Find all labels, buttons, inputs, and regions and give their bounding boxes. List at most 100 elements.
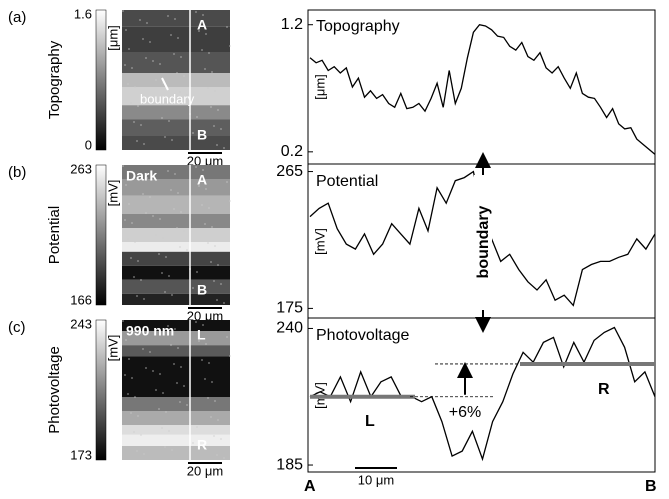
data-line [309,23,656,155]
colorbar-max: 243 [70,316,92,331]
data-line [309,326,656,462]
map-top-mark: A [197,172,207,188]
map-speckle [124,219,126,221]
map-speckle [170,34,172,36]
map-speckle [207,242,209,244]
map-speckle [136,295,138,297]
map-speckle [226,26,228,28]
map-speckle [174,328,176,330]
map-speckle [152,215,154,217]
panel-name: Potential [46,206,63,264]
map-speckle [127,238,129,240]
map-band [122,345,230,357]
map-speckle [220,128,222,130]
map-speckle [214,400,216,402]
map-speckle [162,237,164,239]
map-speckle [207,87,209,89]
map-speckle [223,147,225,149]
map-speckle [122,165,124,167]
panel-name: Photovoltage [46,346,63,434]
map-speckle [192,132,194,134]
map-speckle [165,411,167,413]
map-band [122,425,230,435]
map-speckle [204,378,206,380]
boundary-bg [474,175,492,310]
map-band [122,87,230,106]
map-speckle [128,48,130,50]
map-speckle [161,427,163,429]
scale-label: 10 μm [358,472,394,487]
colorbar-min: 166 [70,292,92,307]
map-band [122,136,230,150]
colorbar [95,319,107,461]
map-speckle [137,415,139,417]
map-speckle [229,45,231,47]
map-speckle [196,271,198,273]
y-tick-label: 1.2 [281,16,303,33]
map-speckle [195,11,197,13]
map-speckle [196,116,198,118]
map-band [122,228,230,242]
map-speckle [130,412,132,414]
map-speckle [146,332,148,334]
map-speckle [205,33,207,35]
map-speckle [122,320,124,322]
map-speckle [180,56,182,58]
map-band [122,293,230,305]
map-speckle [155,234,157,236]
map-band [122,165,230,179]
map-speckle [207,397,209,399]
map-speckle [155,79,157,81]
map-speckle [145,212,147,214]
map-speckle [216,144,218,146]
map-speckle [131,377,133,379]
map-speckle [127,393,129,395]
map-speckle [213,125,215,127]
map-note: 990 nm [126,323,174,339]
map-speckle [202,324,204,326]
map-speckle [137,260,139,262]
map-speckle [211,71,213,73]
map-speckle [162,392,164,394]
map-speckle [205,188,207,190]
y-tick-label: 265 [276,163,303,180]
map-band [122,26,230,52]
map-speckle [199,445,201,447]
scale-label: 20 μm [187,308,223,323]
map-speckle [167,170,169,172]
map-speckle [210,416,212,418]
scale-label: 20 μm [187,463,223,478]
colorbar-unit: [mV] [105,180,120,207]
map-speckle [217,264,219,266]
map-speckle [186,249,188,251]
map-speckle [216,299,218,301]
map-speckle [201,204,203,206]
map-note: Dark [126,168,157,184]
panel-label: (b) [8,164,26,181]
map-band [122,320,230,332]
map-speckle [168,430,170,432]
map-speckle [196,426,198,428]
map-band [122,397,230,411]
plot-frame [307,9,656,473]
map-speckle [128,358,130,360]
map-speckle [199,290,201,292]
map-speckle [164,136,166,138]
map-speckle [198,185,200,187]
map-speckle [167,15,169,17]
map-speckle [192,287,194,289]
map-speckle [142,38,144,40]
map-speckle [208,207,210,209]
map-speckle [128,203,130,205]
map-speckle [133,276,135,278]
map-speckle [159,63,161,65]
colorbar [95,9,107,151]
y-tick-label: 240 [276,320,303,337]
map-band [122,214,230,228]
map-speckle [145,367,147,369]
map-speckle [171,449,173,451]
map-bottom-mark: R [197,437,207,453]
y-axis-label: [μm] [312,74,327,100]
map-speckle [186,94,188,96]
map-speckle [152,370,154,372]
